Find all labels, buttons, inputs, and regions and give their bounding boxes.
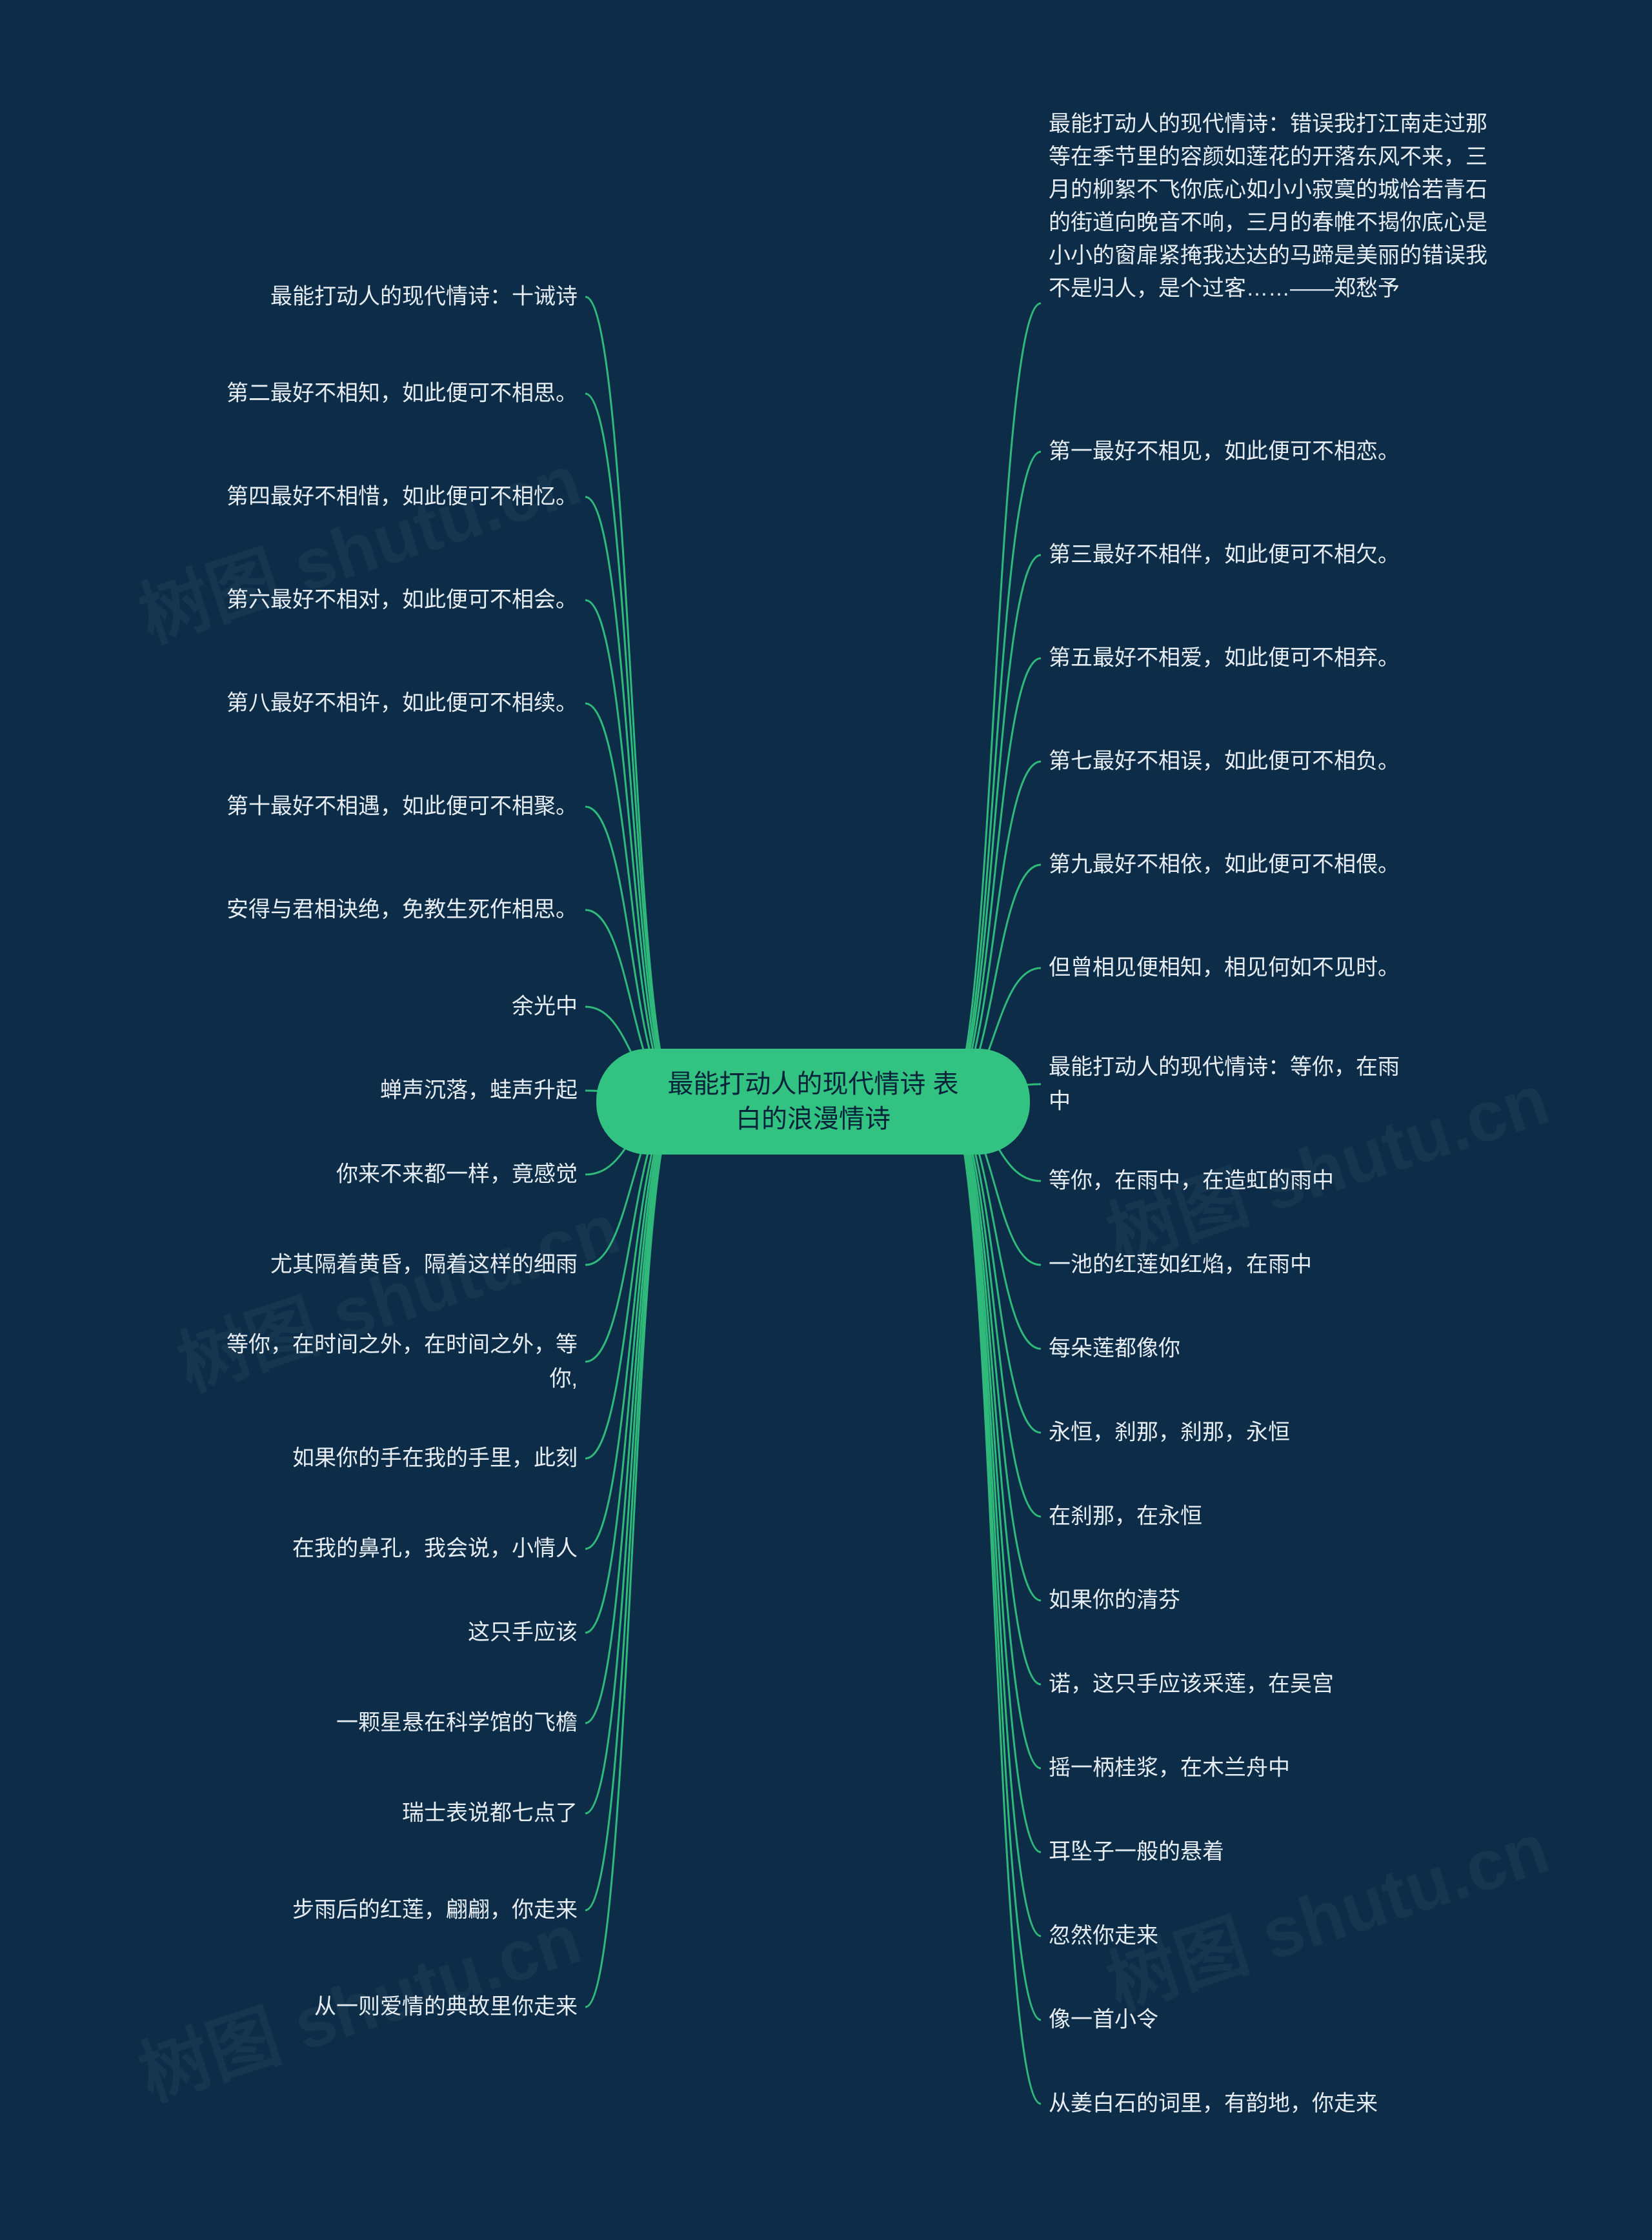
leaf-node-right-17[interactable]: 忽然你走来 [1049,1919,1410,1953]
leaf-node-right-2[interactable]: 第三最好不相伴，如此便可不相欠。 [1049,538,1410,572]
leaf-node-right-8[interactable]: 等你，在雨中，在造虹的雨中 [1049,1164,1410,1198]
leaf-node-right-0[interactable]: 最能打动人的现代情诗：错误我打江南走过那等在季节里的容颜如莲花的开落东风不来，三… [1049,108,1487,305]
leaf-node-left-17[interactable]: 步雨后的红莲，翩翩，你走来 [281,1893,578,1928]
leaf-node-left-9[interactable]: 你来不来都一样，竟感觉 [294,1158,578,1192]
leaf-node-right-15[interactable]: 摇一柄桂浆，在木兰舟中 [1049,1751,1410,1786]
edge [947,1102,1041,2104]
edge [585,703,679,1102]
leaf-node-left-13[interactable]: 在我的鼻孔，我会说，小情人 [274,1532,578,1566]
leaf-node-left-12[interactable]: 如果你的手在我的手里，此刻 [261,1442,578,1476]
leaf-node-left-11[interactable]: 等你，在时间之外，在时间之外，等你, [210,1327,578,1395]
edge [585,1102,679,2007]
leaf-node-right-14[interactable]: 诺，这只手应该采莲，在吴宫 [1049,1668,1410,1702]
edge [947,1102,1041,1684]
leaf-node-right-12[interactable]: 在刹那，在永恒 [1049,1500,1410,1534]
leaf-node-left-2[interactable]: 第四最好不相惜，如此便可不相忆。 [216,480,578,514]
edge [947,1102,1041,1600]
edge [585,1102,679,1813]
leaf-node-right-4[interactable]: 第七最好不相误，如此便可不相负。 [1049,745,1410,779]
leaf-node-right-3[interactable]: 第五最好不相爱，如此便可不相弃。 [1049,641,1410,676]
edge [947,1102,1041,1768]
edge [585,1102,679,1458]
mindmap-canvas: 树图 shutu.cn树图 shutu.cn树图 shutu.cn树图 shut… [0,0,1652,2240]
edge [585,1102,679,1723]
leaf-node-left-7[interactable]: 余光中 [384,990,578,1024]
leaf-node-left-14[interactable]: 这只手应该 [384,1616,578,1650]
leaf-node-left-8[interactable]: 蝉声沉落，蛙声升起 [319,1074,578,1108]
leaf-node-right-13[interactable]: 如果你的清芬 [1049,1584,1410,1618]
leaf-node-left-5[interactable]: 第十最好不相遇，如此便可不相聚。 [216,790,578,824]
edge [947,303,1041,1102]
watermark: 树图 shutu.cn [125,422,592,661]
leaf-node-right-7[interactable]: 最能打动人的现代情诗：等你，在雨中 [1049,1050,1410,1118]
edge [947,1102,1041,1852]
edge [585,297,679,1102]
leaf-node-left-18[interactable]: 从一则爱情的典故里你走来 [294,1990,578,2024]
leaf-node-left-15[interactable]: 一颗星悬在科学馆的飞檐 [307,1706,578,1741]
leaf-node-left-6[interactable]: 安得与君相诀绝，免教生死作相思。 [216,893,578,927]
edge [585,600,679,1102]
leaf-node-right-11[interactable]: 永恒，刹那，刹那，永恒 [1049,1416,1410,1450]
leaf-node-left-10[interactable]: 尤其隔着黄昏，隔着这样的细雨 [242,1248,578,1282]
leaf-node-left-1[interactable]: 第二最好不相知，如此便可不相思。 [216,377,578,411]
edge [947,452,1041,1102]
edge [947,555,1041,1102]
leaf-node-right-5[interactable]: 第九最好不相依，如此便可不相偎。 [1049,848,1410,882]
leaf-node-left-3[interactable]: 第六最好不相对，如此便可不相会。 [216,583,578,618]
edge [947,1102,1041,1936]
watermark: 树图 shutu.cn [1093,1790,1560,2030]
edge [585,1102,679,1549]
edge [585,1102,679,1910]
leaf-node-left-4[interactable]: 第八最好不相许，如此便可不相续。 [216,687,578,721]
edge [947,1102,1041,2020]
leaf-node-right-9[interactable]: 一池的红莲如红焰，在雨中 [1049,1248,1410,1282]
edge [585,394,679,1102]
leaf-node-right-19[interactable]: 从姜白石的词里，有韵地，你走来 [1049,2087,1410,2121]
edge [585,497,679,1102]
leaf-node-right-6[interactable]: 但曾相见便相知，相见何如不见时。 [1049,951,1410,985]
edge [947,1102,1041,1517]
leaf-node-right-16[interactable]: 耳坠子一般的悬着 [1049,1835,1410,1870]
edge [947,658,1041,1102]
leaf-node-right-1[interactable]: 第一最好不相见，如此便可不相恋。 [1049,435,1410,469]
leaf-node-left-16[interactable]: 瑞士表说都七点了 [352,1797,578,1831]
leaf-node-right-18[interactable]: 像一首小令 [1049,2003,1410,2037]
leaf-node-right-10[interactable]: 每朵莲都像你 [1049,1332,1410,1366]
leaf-node-left-0[interactable]: 最能打动人的现代情诗：十诫诗 [229,280,578,314]
edge [585,1102,679,1633]
center-topic[interactable]: 最能打动人的现代情诗 表 白的浪漫情诗 [596,1049,1030,1155]
